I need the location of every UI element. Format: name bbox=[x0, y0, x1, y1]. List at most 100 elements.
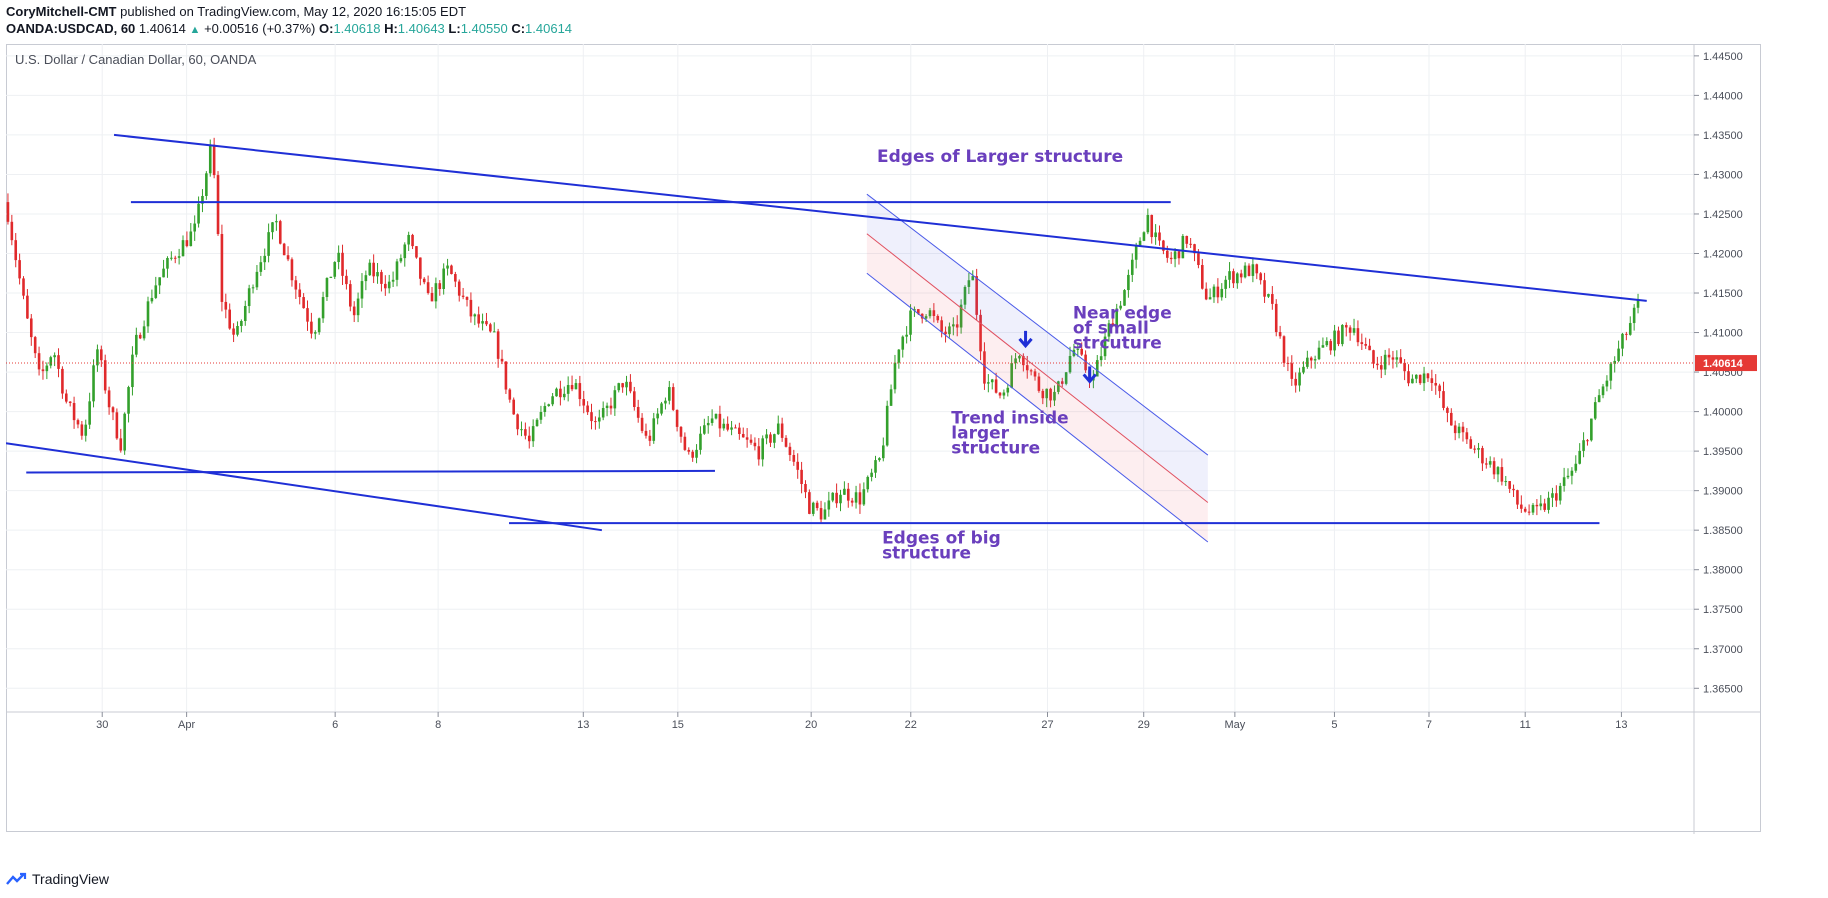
candle-body bbox=[1418, 374, 1422, 384]
candle-body bbox=[765, 434, 768, 439]
candle-body bbox=[492, 331, 496, 333]
candle-body bbox=[345, 275, 348, 285]
candle-body bbox=[1080, 348, 1084, 355]
author-name[interactable]: CoryMitchell-CMT bbox=[6, 4, 117, 19]
open-label: O: bbox=[319, 21, 334, 36]
candle-body bbox=[792, 455, 796, 462]
candle-body bbox=[1570, 470, 1574, 476]
x-tick-label: 20 bbox=[805, 719, 817, 731]
candle-body bbox=[1282, 336, 1286, 363]
candle-body bbox=[1520, 504, 1523, 509]
candle-body bbox=[1457, 426, 1461, 434]
candle-body bbox=[1130, 259, 1134, 275]
x-tick-label: May bbox=[1224, 719, 1245, 731]
candle-body bbox=[1434, 383, 1438, 386]
symbol-label[interactable]: OANDA:USDCAD, 60 bbox=[6, 21, 136, 36]
candle-body bbox=[559, 388, 562, 398]
candles bbox=[6, 137, 1640, 523]
annotation-text: Near edge bbox=[1073, 303, 1172, 323]
candle-body bbox=[294, 280, 298, 290]
candle-body bbox=[446, 265, 449, 269]
candle-body bbox=[49, 357, 53, 366]
candle-body bbox=[671, 387, 675, 410]
candle-body bbox=[990, 379, 994, 383]
x-tick-label: 22 bbox=[905, 719, 917, 731]
candle-body bbox=[41, 369, 45, 372]
candle-body bbox=[193, 223, 196, 232]
candle-body bbox=[858, 492, 862, 505]
candle-body bbox=[1488, 461, 1492, 465]
candle-body bbox=[469, 299, 473, 317]
candle-body bbox=[181, 240, 185, 257]
candle-body bbox=[1636, 300, 1640, 308]
candle-body bbox=[1243, 265, 1247, 278]
candle-body bbox=[1154, 232, 1157, 238]
candle-body bbox=[1216, 286, 1220, 298]
tradingview-footer[interactable]: TradingView bbox=[6, 868, 109, 890]
candle-body bbox=[699, 433, 702, 450]
candle-body bbox=[333, 262, 337, 277]
candle-body bbox=[1022, 355, 1025, 366]
candle-body bbox=[419, 257, 422, 279]
candle-body bbox=[275, 221, 278, 223]
candle-body bbox=[703, 425, 706, 434]
candle-body bbox=[1582, 440, 1585, 451]
trend-lines bbox=[6, 133, 1647, 532]
x-tick-label: 5 bbox=[1331, 719, 1337, 731]
low-label: L: bbox=[448, 21, 461, 36]
high-label: H: bbox=[384, 21, 398, 36]
candle-body bbox=[442, 268, 445, 289]
arrow-markers bbox=[1018, 330, 1097, 384]
candle-body bbox=[1185, 235, 1189, 244]
y-tick-label: 1.39000 bbox=[1703, 486, 1743, 498]
chart-pane[interactable] bbox=[6, 44, 1761, 832]
candle-body bbox=[500, 358, 504, 362]
candle-body bbox=[317, 318, 321, 333]
candle-body bbox=[776, 423, 780, 435]
candle-body bbox=[1337, 330, 1340, 345]
candle-body bbox=[1356, 328, 1360, 343]
trend-channel bbox=[866, 193, 1209, 543]
candle-body bbox=[461, 295, 465, 297]
candle-body bbox=[734, 427, 737, 429]
candle-body bbox=[562, 393, 566, 398]
candle-body bbox=[150, 297, 154, 302]
candle-body bbox=[111, 407, 115, 413]
candle-body bbox=[127, 387, 130, 414]
candle-body bbox=[893, 362, 897, 390]
candle-body bbox=[862, 489, 866, 505]
candle-body bbox=[57, 355, 60, 369]
candle-body bbox=[243, 306, 247, 321]
candle-body bbox=[259, 262, 263, 272]
candle-body bbox=[45, 365, 49, 372]
candle-body bbox=[267, 232, 270, 256]
candle-body bbox=[1399, 357, 1403, 363]
y-tick-label: 1.36500 bbox=[1703, 683, 1743, 695]
candle-body bbox=[1150, 214, 1154, 238]
annotation-text: structure bbox=[951, 438, 1040, 458]
candle-body bbox=[745, 437, 749, 440]
candle-body bbox=[1018, 355, 1021, 359]
candle-body bbox=[1142, 232, 1146, 241]
candle-body bbox=[769, 434, 772, 443]
candle-body bbox=[874, 460, 877, 473]
annotation-text: Edges of Larger structure bbox=[877, 147, 1123, 167]
candle-body bbox=[652, 418, 656, 441]
candle-body bbox=[835, 492, 838, 504]
trend-line-mid-horizontal bbox=[26, 469, 715, 474]
open-value: 1.40618 bbox=[333, 21, 381, 36]
candle-body bbox=[1632, 307, 1636, 324]
candle-body bbox=[1053, 391, 1056, 401]
candle-body bbox=[251, 287, 255, 289]
candle-body bbox=[784, 437, 788, 447]
candle-body bbox=[1321, 345, 1325, 348]
candle-body bbox=[1111, 323, 1115, 327]
x-tick-label: 8 bbox=[435, 719, 441, 731]
candle-body bbox=[850, 500, 854, 503]
chart-header: CoryMitchell-CMT published on TradingVie… bbox=[0, 0, 1828, 44]
candle-body bbox=[158, 277, 161, 286]
annotation-text: of small bbox=[1073, 318, 1149, 338]
candle-body bbox=[115, 412, 119, 439]
candle-body bbox=[411, 234, 414, 247]
